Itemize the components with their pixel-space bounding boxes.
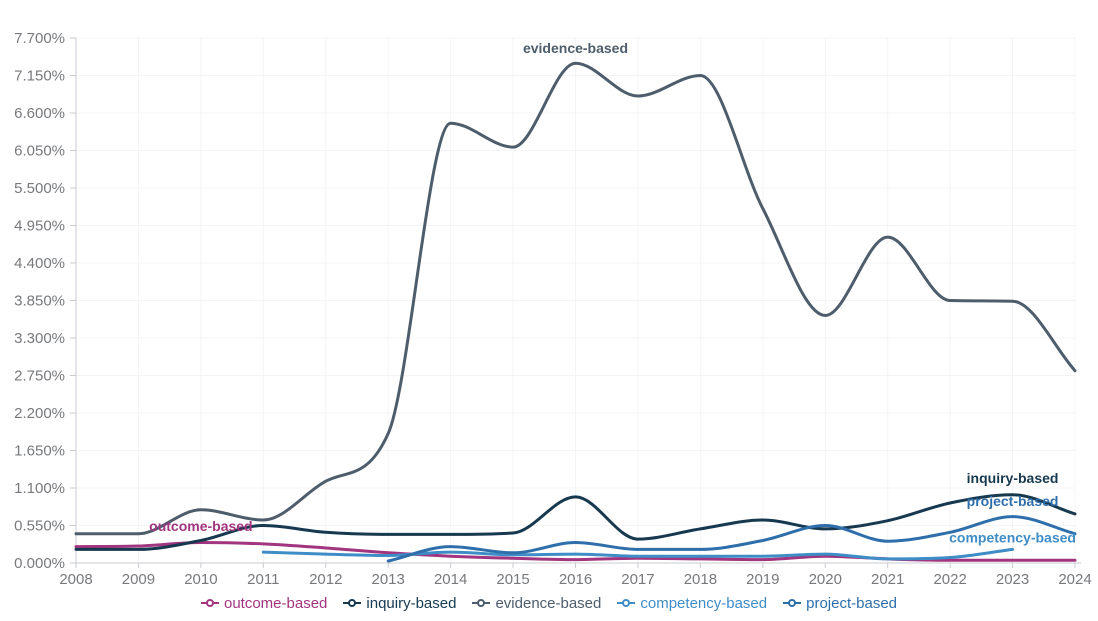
- series-label-outcome-based: outcome-based: [149, 518, 252, 534]
- x-tick-label: 2022: [933, 571, 966, 588]
- legend-line-marker-icon: [617, 599, 636, 607]
- legend-item-project-based[interactable]: project-based: [783, 595, 897, 612]
- x-tick-label: 2013: [372, 571, 405, 588]
- series-line-project-based[interactable]: [386, 515, 1077, 563]
- x-tick-label: 2012: [309, 571, 342, 588]
- series-label-inquiry-based: inquiry-based: [967, 470, 1059, 486]
- legend-line-marker-icon: [783, 599, 802, 607]
- y-tick-label: 7.700%: [14, 30, 65, 47]
- legend-label: inquiry-based: [366, 594, 457, 612]
- y-tick-label: 6.600%: [14, 105, 65, 122]
- x-tick-label: 2024: [1058, 571, 1091, 588]
- x-tick-label: 2011: [247, 571, 279, 588]
- series-line-competency-based[interactable]: [261, 547, 1015, 561]
- legend-label: project-based: [806, 594, 898, 612]
- legend-item-evidence-based[interactable]: evidence-based: [472, 595, 601, 612]
- y-tick-label: 2.750%: [14, 368, 65, 385]
- chart-legend: outcome-based inquiry-based evidence-based…: [0, 590, 1098, 616]
- y-tick-label: 0.000%: [14, 555, 65, 572]
- chart-canvas[interactable]: 0.000% 0.550% 1.100% 1.650% 2.200% 2.750% 3.30…: [0, 0, 1098, 590]
- y-tick-label: 0.550%: [14, 518, 65, 535]
- x-tick-label: 2017: [621, 571, 654, 588]
- x-tick-label: 2016: [559, 571, 592, 588]
- y-tick-label: 3.850%: [14, 293, 65, 310]
- x-tick-label: 2019: [746, 571, 779, 588]
- legend-label: evidence-based: [495, 594, 602, 612]
- legend-item-outcome-based[interactable]: outcome-based: [200, 594, 328, 612]
- x-tick-label: 2014: [434, 571, 467, 588]
- line-chart: 0.000% 0.550% 1.100% 1.650% 2.200% 2.750% 3.30…: [0, 0, 1098, 590]
- legend-item-inquiry-based[interactable]: inquiry-based: [343, 595, 456, 612]
- x-tick-label: 2020: [809, 571, 842, 588]
- x-tick-label: 2023: [996, 571, 1029, 588]
- x-tick-label: 2009: [122, 571, 155, 588]
- series-label-project-based: project-based: [967, 493, 1059, 509]
- legend-item-competency-based[interactable]: competency-based: [617, 595, 767, 612]
- series-label-evidence-based: evidence-based: [523, 40, 628, 56]
- x-tick-label: 2008: [59, 571, 92, 588]
- legend-line-marker-icon: [472, 599, 491, 607]
- y-tick-label: 4.400%: [14, 255, 65, 272]
- y-tick-label: 3.300%: [14, 330, 65, 347]
- series-line-evidence-based[interactable]: [74, 61, 1077, 536]
- legend-line-marker-icon: [343, 599, 362, 607]
- x-tick-label: 2010: [184, 571, 217, 588]
- y-tick-label: 1.650%: [14, 443, 65, 460]
- x-tick-label: 2018: [684, 571, 717, 588]
- y-tick-label: 5.500%: [14, 180, 65, 197]
- x-tick-label: 2015: [496, 571, 529, 588]
- y-tick-label: 1.100%: [14, 480, 65, 497]
- y-tick-label: 7.150%: [14, 68, 65, 85]
- x-tick-label: 2021: [871, 571, 904, 588]
- y-tick-label: 2.200%: [14, 405, 65, 422]
- legend-line-marker-icon: [200, 599, 219, 607]
- legend-label: outcome-based: [223, 594, 328, 612]
- series-line-inquiry-based[interactable]: [74, 493, 1077, 551]
- y-tick-label: 6.050%: [14, 143, 65, 160]
- y-tick-label: 4.950%: [14, 218, 65, 235]
- series-label-competency-based: competency-based: [949, 529, 1076, 545]
- legend-label: competency-based: [640, 594, 768, 612]
